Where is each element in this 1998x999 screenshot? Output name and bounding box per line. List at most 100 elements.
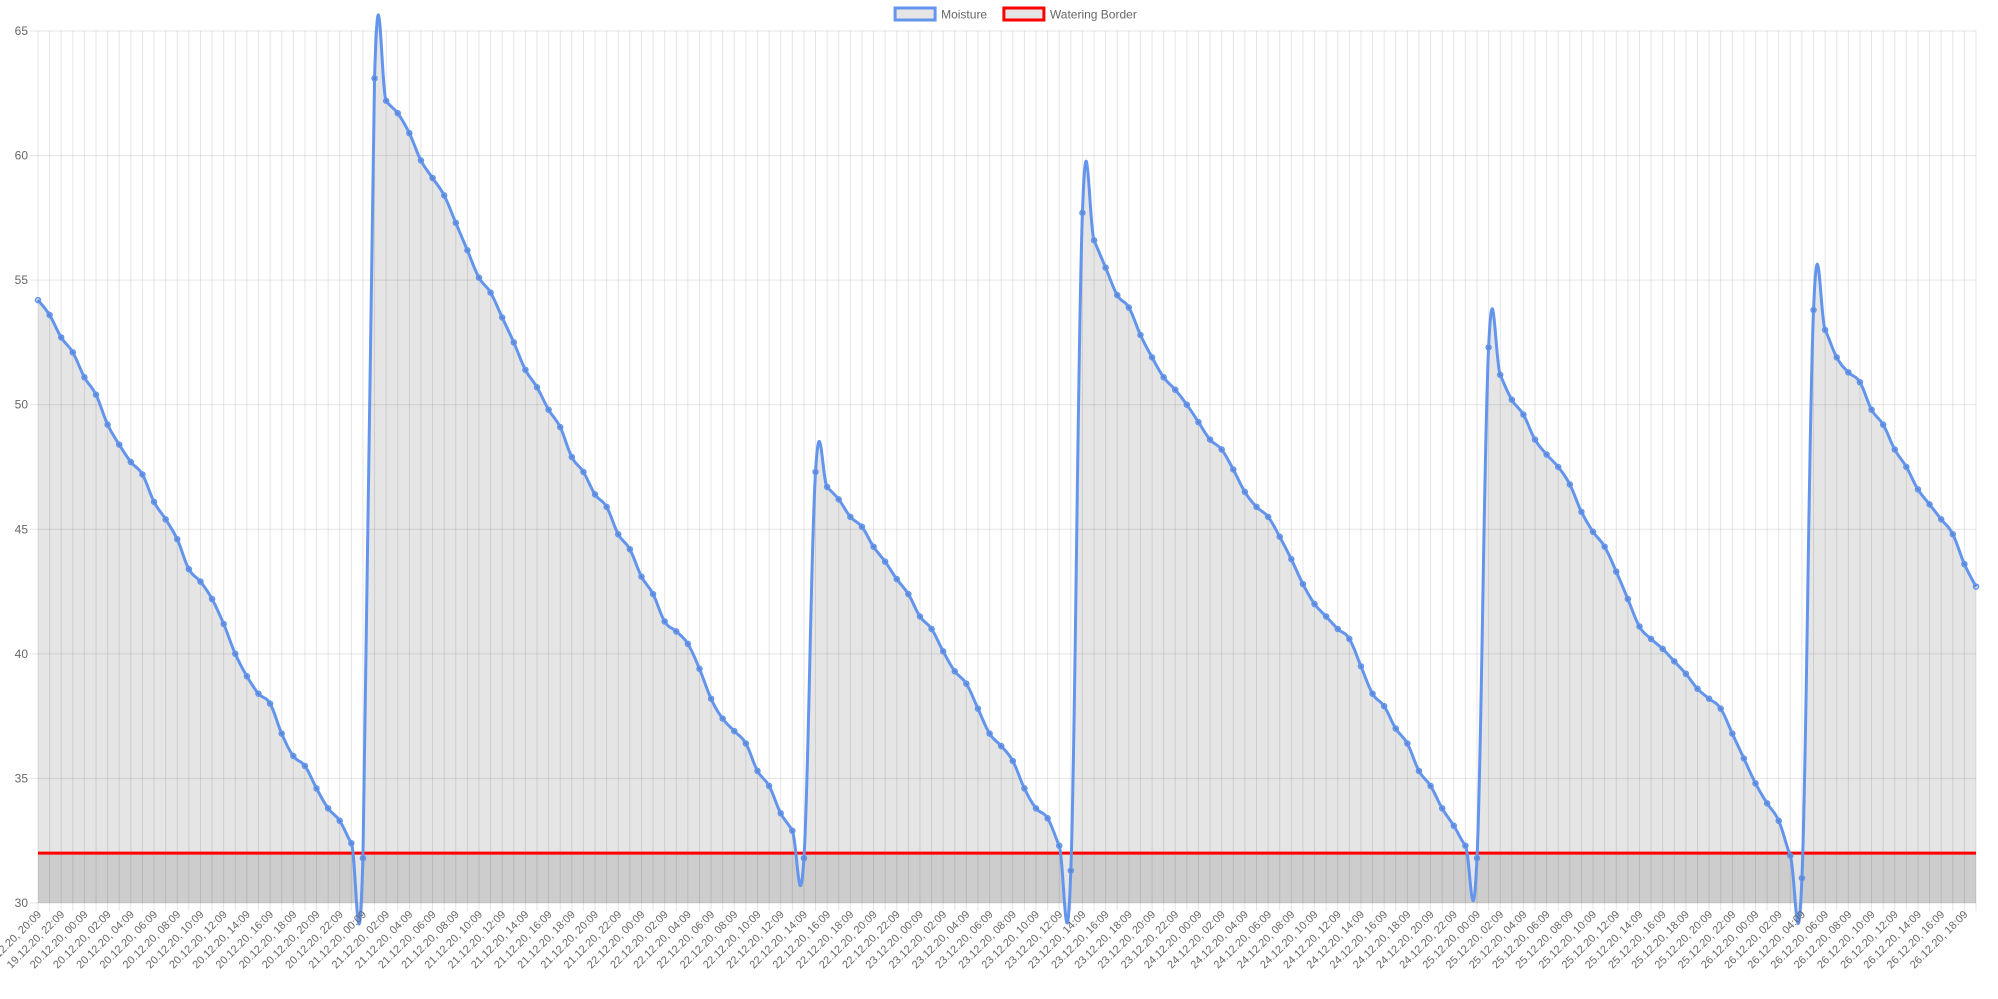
moisture-point — [1090, 237, 1098, 244]
moisture-point — [1682, 670, 1690, 678]
moisture-point — [951, 668, 959, 675]
moisture-point — [406, 129, 413, 137]
moisture-point — [1276, 533, 1283, 541]
moisture-point — [638, 573, 645, 580]
moisture-point — [208, 595, 216, 603]
moisture-point — [81, 374, 88, 381]
moisture-point — [754, 767, 761, 775]
moisture-point — [417, 157, 425, 164]
moisture-point — [1044, 815, 1051, 822]
moisture-point — [1926, 501, 1933, 508]
moisture-point — [812, 468, 819, 476]
moisture-point — [1473, 854, 1481, 862]
moisture-point — [127, 458, 135, 466]
moisture-point — [1218, 446, 1225, 453]
moisture-point — [1763, 800, 1771, 807]
moisture-point — [1821, 326, 1829, 334]
moisture-point — [1717, 705, 1724, 712]
moisture-point — [1961, 560, 1968, 568]
moisture-point — [997, 742, 1005, 750]
moisture-point — [893, 575, 901, 583]
moisture-point — [1288, 555, 1295, 563]
moisture-point — [1589, 528, 1597, 536]
legend[interactable]: Moisture Watering Border — [893, 6, 1137, 22]
moisture-point — [1299, 580, 1307, 588]
moisture-point — [1636, 623, 1643, 630]
moisture-point — [1137, 331, 1144, 339]
moisture-point — [34, 296, 42, 304]
moisture-point — [974, 705, 982, 712]
moisture-point — [928, 625, 935, 633]
moisture-point — [1671, 658, 1678, 665]
moisture-point — [603, 503, 610, 511]
moisture-point — [963, 680, 970, 688]
moisture-point — [881, 558, 889, 565]
moisture-point — [858, 523, 866, 531]
moisture-point — [1601, 543, 1608, 550]
moisture-point — [1891, 446, 1899, 453]
moisture-point — [1160, 374, 1167, 381]
moisture-point — [57, 334, 65, 341]
moisture-point — [1113, 291, 1121, 299]
moisture-point — [777, 810, 784, 817]
moisture-point — [1021, 785, 1028, 792]
moisture-point — [1613, 568, 1620, 575]
moisture-point — [939, 648, 947, 655]
moisture-point — [1148, 354, 1156, 361]
legend-swatch — [1002, 6, 1046, 22]
moisture-point — [916, 613, 924, 620]
moisture-point — [290, 752, 297, 760]
area-fills — [38, 15, 1976, 925]
moisture-point — [556, 423, 564, 431]
moisture-point — [429, 174, 436, 182]
moisture-point — [1438, 805, 1446, 812]
moisture-point — [336, 817, 343, 825]
y-tick-label: 35 — [15, 771, 29, 785]
moisture-point — [847, 513, 854, 521]
moisture-point — [1949, 531, 1957, 538]
moisture-point — [1427, 782, 1434, 790]
moisture-point — [498, 314, 506, 321]
grid — [30, 30, 1977, 911]
moisture-point — [452, 219, 460, 227]
moisture-point — [1775, 817, 1782, 825]
moisture-point — [707, 695, 715, 702]
moisture-point — [1032, 805, 1040, 812]
moisture-point — [278, 730, 285, 737]
data-points — [34, 75, 1980, 882]
moisture-point — [1833, 354, 1840, 361]
moisture-point — [545, 406, 552, 413]
moisture-point — [1241, 488, 1249, 496]
moisture-point — [1752, 780, 1759, 787]
moisture-point — [1647, 635, 1655, 643]
legend-item-watering-border[interactable]: Watering Border — [1002, 6, 1137, 22]
moisture-area — [38, 15, 1976, 925]
moisture-point — [789, 827, 796, 834]
moisture-point — [1485, 344, 1492, 351]
moisture-point — [382, 97, 390, 105]
y-tick-label: 65 — [15, 24, 29, 38]
moisture-point — [1450, 822, 1458, 830]
moisture-point — [1856, 379, 1864, 386]
y-tick-label: 55 — [15, 273, 29, 287]
moisture-point — [1067, 867, 1075, 874]
moisture-point — [765, 782, 773, 790]
moisture-point — [174, 536, 181, 543]
moisture-point — [1392, 725, 1400, 732]
moisture-point — [232, 650, 239, 658]
moisture-point — [1624, 595, 1632, 603]
moisture-point — [684, 640, 692, 648]
moisture-point — [1311, 600, 1318, 608]
moisture-point — [1845, 369, 1852, 376]
moisture-point — [986, 730, 993, 737]
moisture-point — [591, 491, 599, 498]
moisture-point — [313, 785, 320, 792]
moisture-point — [1230, 466, 1237, 473]
y-tick-label: 45 — [15, 522, 29, 536]
moisture-point — [1462, 842, 1469, 849]
moisture-point — [1195, 418, 1202, 426]
moisture-point — [115, 441, 123, 448]
legend-swatch — [893, 6, 937, 22]
legend-item-moisture[interactable]: Moisture — [893, 6, 987, 22]
